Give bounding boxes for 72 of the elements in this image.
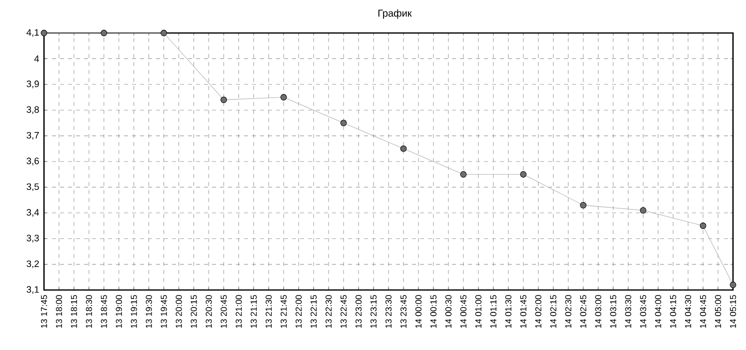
x-tick-label: 13 21:00 xyxy=(236,295,242,328)
y-tick-label: 3,8 xyxy=(26,106,39,114)
x-tick-label: 13 23:00 xyxy=(355,295,362,328)
x-tick-label: 14 04:15 xyxy=(670,295,676,328)
x-tick-label: 13 22:15 xyxy=(310,295,317,328)
x-tick-label: 13 23:15 xyxy=(370,295,377,328)
x-tick-label: 13 22:00 xyxy=(296,295,302,328)
x-tick-label: 14 02:15 xyxy=(550,295,556,328)
point xyxy=(700,222,706,229)
x-tick-label: 14 03:00 xyxy=(595,295,602,328)
x-tick-label: 13 23:45 xyxy=(400,295,407,328)
x-tick-label: 13 20:45 xyxy=(220,295,227,328)
x-tick-label: 14 02:45 xyxy=(580,295,586,328)
x-tick-label: 14 00:00 xyxy=(415,295,422,328)
y-tick-label: 3,7 xyxy=(26,132,39,140)
x-tick-label: 14 02:00 xyxy=(535,295,542,328)
point xyxy=(100,30,108,36)
x-tick-label: 14 04:30 xyxy=(685,295,692,328)
x-tick-label: 13 23:30 xyxy=(385,295,392,328)
x-tick-label: 14 02:30 xyxy=(565,295,572,328)
point xyxy=(280,94,287,100)
x-tick-label: 14 01:45 xyxy=(520,295,526,328)
y-tick-label: 3,3 xyxy=(26,234,39,242)
x-tick-label: 14 05:15 xyxy=(730,295,736,328)
x-tick-label: 14 03:15 xyxy=(610,295,616,328)
y-tick-label: 3,9 xyxy=(26,80,39,88)
y-tick-label: 3,1 xyxy=(26,286,39,294)
x-tick-label: 13 18:45 xyxy=(100,295,107,328)
x-tick-label: 13 22:45 xyxy=(340,295,347,328)
y-tick-label: 4 xyxy=(34,55,40,62)
y-tick-label: 3,6 xyxy=(26,158,39,166)
point xyxy=(400,145,407,152)
x-tick-label: 14 03:45 xyxy=(640,295,646,328)
x-tick-label: 14 00:15 xyxy=(430,295,437,328)
x-tick-label: 13 21:15 xyxy=(250,295,257,328)
x-tick-label: 14 01:00 xyxy=(475,295,482,328)
point xyxy=(160,30,168,36)
x-tick-label: 14 05:00 xyxy=(714,295,722,328)
x-tick-label: 13 19:15 xyxy=(130,295,137,328)
x-tick-label: 13 19:00 xyxy=(116,295,122,328)
y-tick-label: 4,1 xyxy=(26,29,39,37)
x-tick-label: 14 01:15 xyxy=(490,295,496,328)
point xyxy=(460,171,467,178)
x-tick-label: 13 21:30 xyxy=(266,295,272,328)
x-tick-label: 13 19:45 xyxy=(160,295,167,328)
x-tick-label: 14 00:45 xyxy=(460,295,466,328)
y-tick-label: 3,5 xyxy=(26,183,39,192)
y-tick-label: 3,4 xyxy=(26,209,40,217)
x-tick-label: 14 04:45 xyxy=(700,295,706,328)
point xyxy=(640,207,646,214)
x-tick-label: 13 20:00 xyxy=(176,295,182,328)
x-tick-label: 13 17:45 xyxy=(40,295,48,328)
y-tick-label: 3,2 xyxy=(26,260,39,268)
chart-title: График xyxy=(378,9,412,19)
x-tick-label: 13 18:15 xyxy=(70,295,78,328)
x-tick-label: 13 20:30 xyxy=(206,295,212,328)
point xyxy=(580,202,586,208)
x-tick-label: 14 04:00 xyxy=(655,295,662,328)
x-tick-label: 13 22:30 xyxy=(326,295,332,328)
point xyxy=(340,120,347,126)
point xyxy=(730,282,736,288)
x-tick-label: 14 01:30 xyxy=(505,295,512,328)
x-tick-label: 13 19:30 xyxy=(146,295,152,328)
x-tick-label: 13 21:45 xyxy=(280,295,287,328)
point xyxy=(220,96,227,104)
x-tick-label: 14 00:30 xyxy=(445,295,452,328)
x-tick-label: 13 20:15 xyxy=(190,295,197,328)
x-tick-label: 13 18:30 xyxy=(86,295,92,328)
point xyxy=(40,30,48,36)
x-tick-label: 13 18:00 xyxy=(56,295,62,328)
point xyxy=(520,171,527,178)
x-tick-label: 14 03:30 xyxy=(625,295,632,328)
